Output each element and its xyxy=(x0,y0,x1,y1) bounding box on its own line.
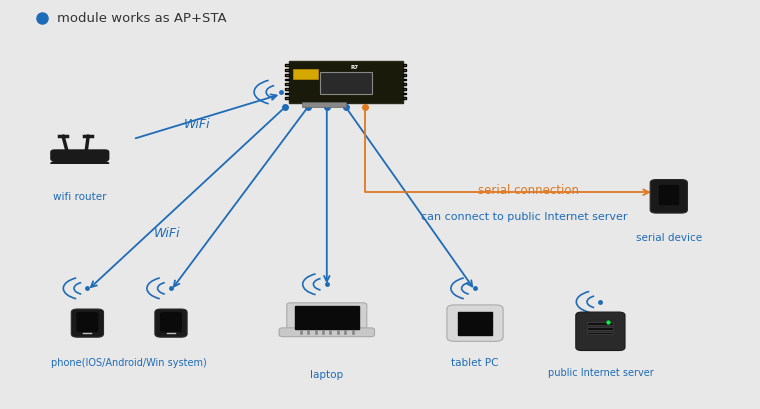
Text: phone(IOS/Android/Win system): phone(IOS/Android/Win system) xyxy=(52,358,207,368)
Polygon shape xyxy=(50,159,109,163)
FancyBboxPatch shape xyxy=(286,92,289,94)
FancyBboxPatch shape xyxy=(587,327,613,330)
FancyBboxPatch shape xyxy=(403,79,406,81)
FancyBboxPatch shape xyxy=(403,74,406,76)
FancyBboxPatch shape xyxy=(651,180,688,213)
FancyBboxPatch shape xyxy=(403,97,406,99)
FancyBboxPatch shape xyxy=(77,313,98,331)
Text: laptop: laptop xyxy=(310,370,344,380)
FancyBboxPatch shape xyxy=(289,61,403,103)
Text: WiFi: WiFi xyxy=(154,227,181,240)
FancyBboxPatch shape xyxy=(293,69,318,79)
FancyBboxPatch shape xyxy=(287,303,367,332)
FancyBboxPatch shape xyxy=(403,64,406,66)
Text: R7: R7 xyxy=(350,65,359,70)
FancyBboxPatch shape xyxy=(458,312,492,335)
Text: public Internet server: public Internet server xyxy=(547,368,654,378)
Text: serial device: serial device xyxy=(635,233,702,243)
FancyBboxPatch shape xyxy=(286,74,289,76)
FancyBboxPatch shape xyxy=(403,83,406,85)
FancyBboxPatch shape xyxy=(160,313,182,331)
Text: tablet PC: tablet PC xyxy=(451,358,499,368)
FancyBboxPatch shape xyxy=(286,97,289,99)
Text: serial connection: serial connection xyxy=(478,184,578,197)
FancyBboxPatch shape xyxy=(587,332,613,335)
FancyBboxPatch shape xyxy=(286,83,289,85)
FancyBboxPatch shape xyxy=(71,309,103,337)
FancyBboxPatch shape xyxy=(576,312,625,351)
FancyBboxPatch shape xyxy=(302,102,346,107)
FancyBboxPatch shape xyxy=(286,79,289,81)
FancyBboxPatch shape xyxy=(403,88,406,90)
Text: can connect to public Internet server: can connect to public Internet server xyxy=(421,212,628,222)
FancyBboxPatch shape xyxy=(279,328,375,337)
FancyBboxPatch shape xyxy=(660,185,678,204)
FancyBboxPatch shape xyxy=(587,322,613,325)
Text: WiFi: WiFi xyxy=(184,118,211,131)
FancyBboxPatch shape xyxy=(319,72,372,94)
FancyBboxPatch shape xyxy=(286,88,289,90)
FancyBboxPatch shape xyxy=(295,306,359,328)
Text: module works as AP+STA: module works as AP+STA xyxy=(57,12,226,25)
Text: wifi router: wifi router xyxy=(53,192,106,202)
FancyBboxPatch shape xyxy=(403,92,406,94)
FancyBboxPatch shape xyxy=(51,150,109,161)
FancyBboxPatch shape xyxy=(286,69,289,71)
FancyBboxPatch shape xyxy=(286,64,289,66)
FancyBboxPatch shape xyxy=(403,69,406,71)
FancyBboxPatch shape xyxy=(447,305,503,341)
FancyBboxPatch shape xyxy=(155,309,187,337)
